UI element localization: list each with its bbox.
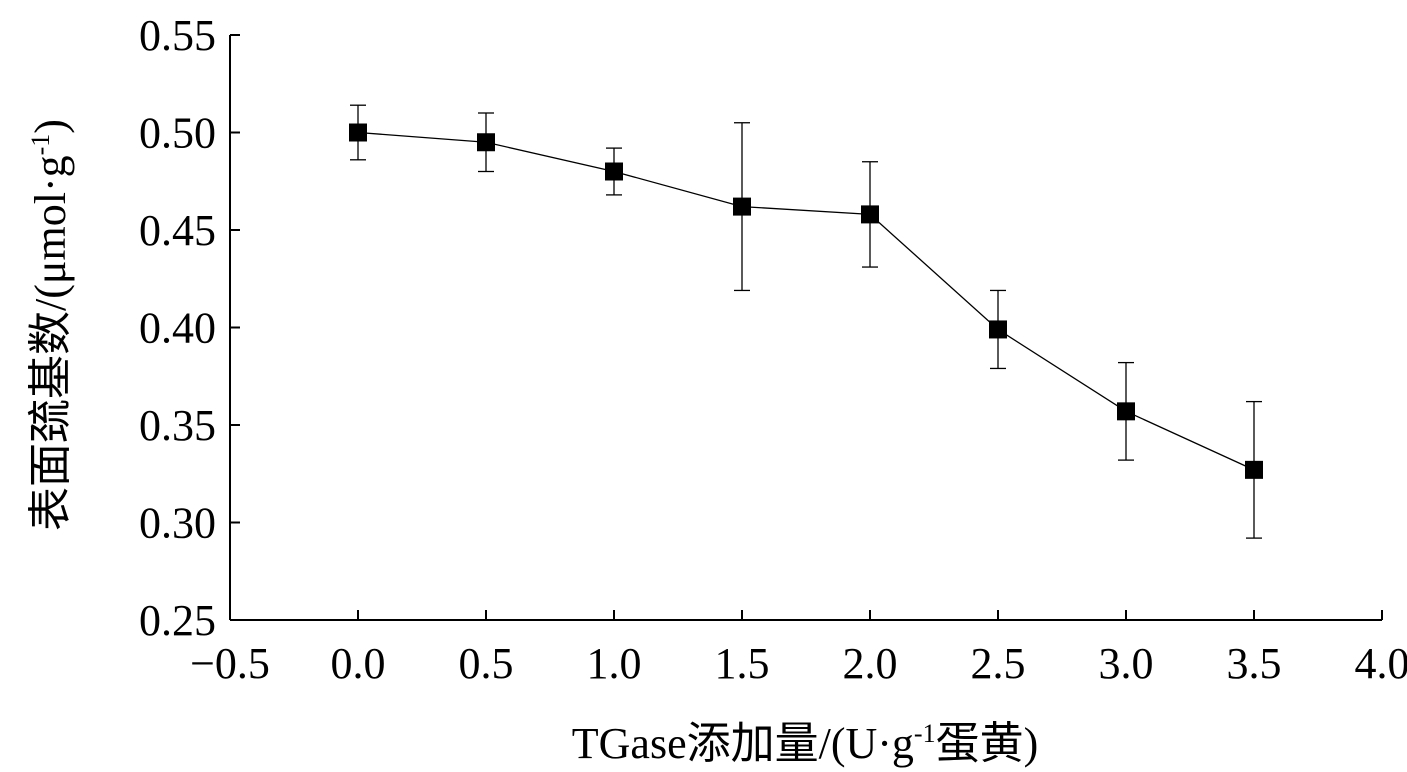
y-tick-label: 0.45 [139, 206, 216, 255]
axes: 0.25 0.30 0.35 0.40 0.45 0.50 0.55 −0.5 0.0 0.5 1.… [139, 11, 1407, 688]
x-tick-label: −0.5 [190, 639, 270, 688]
data-point [861, 205, 879, 224]
x-axis-title: TGase添加量/(U·g-1蛋黄) [572, 719, 1038, 768]
y-tick-label: 0.30 [139, 499, 216, 548]
x-tick-label: 2.0 [843, 639, 898, 688]
y-tick-label: 0.50 [139, 109, 216, 158]
x-tick-label: 3.5 [1227, 639, 1282, 688]
y-axis-title: 表面巯基数/(μmol·g-1) [26, 119, 75, 531]
x-tick-label: 2.5 [971, 639, 1026, 688]
x-tick-label: 0.0 [331, 639, 386, 688]
data-point [605, 162, 623, 181]
data-point [733, 197, 751, 216]
y-tick-label: 0.40 [139, 304, 216, 353]
y-tick-label: 0.25 [139, 596, 216, 645]
x-tick-label: 4.0 [1355, 639, 1407, 688]
data-point [477, 133, 495, 152]
data-point [1117, 402, 1135, 421]
y-tick-label: 0.35 [139, 401, 216, 450]
data-point [349, 123, 367, 142]
x-tick-label: 1.5 [715, 639, 770, 688]
series-line [357, 131, 1255, 471]
series-group [349, 104, 1263, 539]
data-point [1245, 460, 1263, 479]
data-point [989, 320, 1007, 339]
x-tick-label: 0.5 [459, 639, 514, 688]
x-tick-label: 3.0 [1099, 639, 1154, 688]
y-tick-label: 0.55 [139, 11, 216, 60]
x-tick-label: 1.0 [587, 639, 642, 688]
